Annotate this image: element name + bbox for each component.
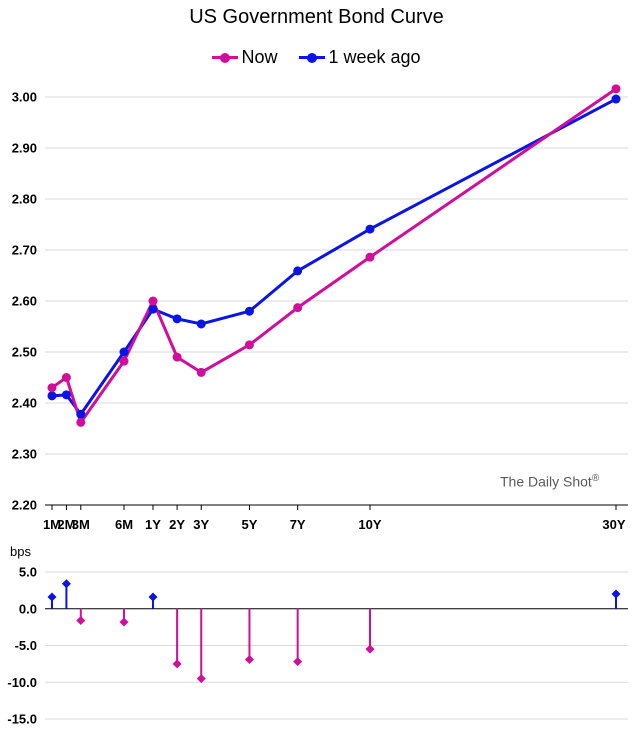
data-point-now [76, 417, 86, 427]
bps-tick-label: 5.0 [19, 565, 37, 580]
series-line-now [51, 87, 617, 424]
y-tick-label: 2.70 [12, 243, 37, 258]
data-point-now [293, 303, 303, 313]
watermark: The Daily Shot® [500, 473, 600, 490]
chart-title: US Government Bond Curve [189, 6, 444, 28]
y-tick-label: 2.60 [12, 294, 37, 309]
bps-marker [119, 617, 129, 627]
x-tick-label: 30Y [602, 517, 625, 532]
y-tick-label: 2.90 [12, 141, 37, 156]
y-tick-label: 2.30 [12, 447, 37, 462]
data-point-1-week-ago [365, 224, 375, 234]
data-point-now [365, 252, 375, 262]
data-point-1-week-ago [172, 314, 182, 324]
y-tick-label: 3.00 [12, 90, 37, 105]
bps-marker [148, 592, 158, 602]
data-point-1-week-ago [119, 347, 129, 357]
legend: Now 1 week ago [0, 47, 633, 68]
bps-axis-label: bps [10, 544, 31, 559]
data-point-now [611, 84, 621, 94]
data-point-now [244, 340, 254, 350]
y-tick-label: 2.20 [12, 498, 37, 513]
data-point-1-week-ago [196, 319, 206, 329]
data-point-now [119, 356, 129, 366]
bps-marker [244, 654, 254, 664]
data-point-now [196, 367, 206, 377]
x-tick-label: 1M [43, 517, 61, 532]
bps-marker [172, 659, 182, 669]
data-point-1-week-ago [244, 306, 254, 316]
data-point-now [61, 373, 71, 382]
bps-marker [611, 589, 621, 599]
data-point-1-week-ago [76, 409, 86, 419]
x-tick-label: 2Y [169, 517, 185, 532]
legend-entry-now: Now [212, 47, 277, 68]
bps-marker [365, 644, 375, 654]
legend-label-week-ago: 1 week ago [328, 47, 421, 67]
legend-swatch-now [212, 52, 239, 63]
data-point-now [47, 383, 57, 393]
bps-tick-label: 0.0 [19, 601, 37, 616]
data-point-now [172, 352, 182, 362]
bps-tick-label: -15.0 [7, 712, 37, 727]
x-tick-label: 5Y [241, 517, 257, 532]
bps-marker [61, 579, 71, 589]
x-tick-label: 2M [57, 517, 75, 532]
x-tick-label: 3M [72, 517, 90, 532]
data-point-1-week-ago [47, 391, 57, 401]
x-tick-label: 7Y [290, 517, 306, 532]
x-tick-label: 6M [115, 517, 133, 532]
bps-marker [293, 657, 303, 667]
x-tick-label: 1Y [145, 517, 161, 532]
bps-marker [196, 674, 206, 684]
x-tick-label: 10Y [358, 517, 381, 532]
bps-tick-label: -5.0 [15, 638, 37, 653]
data-point-1-week-ago [611, 94, 621, 104]
data-point-now [148, 296, 158, 306]
bps-marker [47, 592, 57, 602]
legend-swatch-week-ago [299, 52, 326, 63]
data-point-1-week-ago [61, 390, 71, 400]
y-tick-label: 2.50 [12, 345, 37, 360]
x-tick-label: 3Y [193, 517, 209, 532]
y-tick-label: 2.80 [12, 192, 37, 207]
legend-label-now: Now [241, 47, 278, 67]
data-point-1-week-ago [148, 304, 158, 314]
y-tick-label: 2.40 [12, 396, 37, 411]
bps-marker [76, 616, 86, 626]
data-point-1-week-ago [293, 266, 303, 276]
legend-entry-week-ago: 1 week ago [299, 47, 421, 68]
bps-tick-label: -10.0 [7, 675, 37, 690]
